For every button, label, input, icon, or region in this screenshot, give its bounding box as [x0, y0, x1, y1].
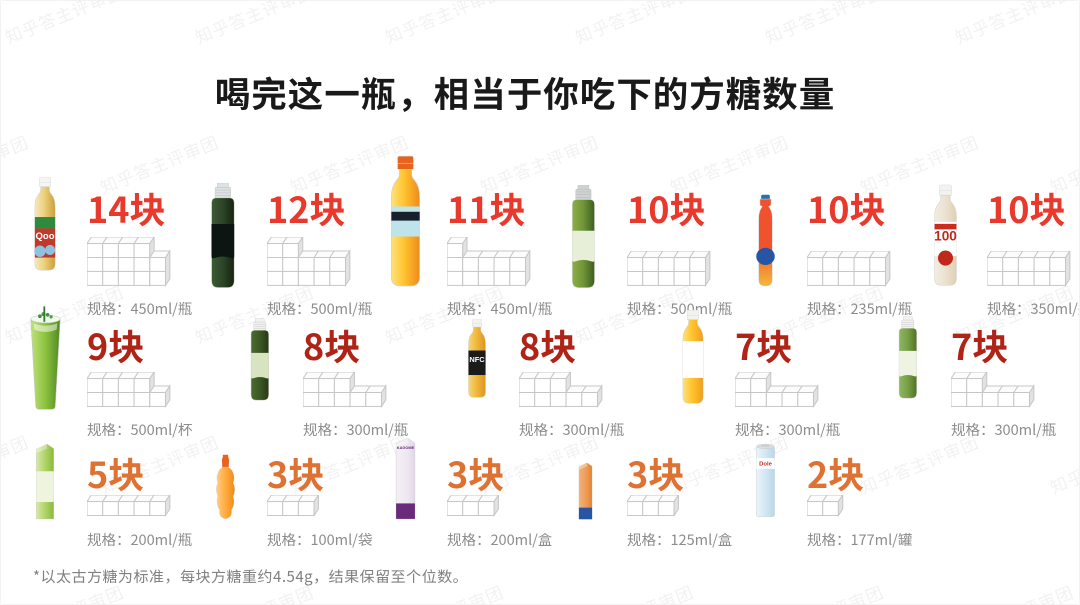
svg-text:Dole: Dole — [759, 462, 772, 468]
svg-text:KAGOME: KAGOME — [396, 445, 414, 450]
